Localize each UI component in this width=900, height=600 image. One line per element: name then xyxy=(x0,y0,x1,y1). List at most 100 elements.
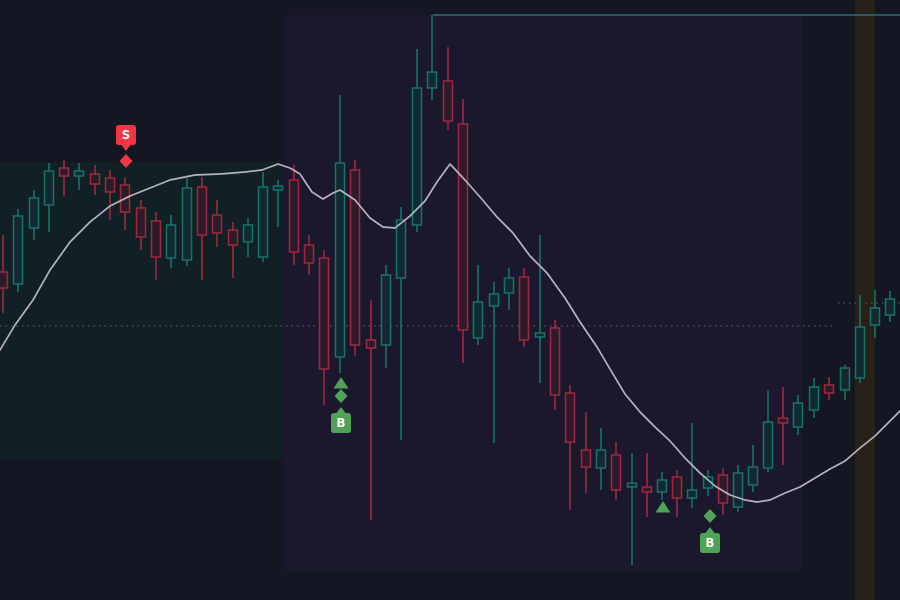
buy-triangle-marker[interactable] xyxy=(655,501,671,513)
candle-bull xyxy=(257,172,269,262)
candle-body xyxy=(135,207,147,238)
buy-label-text: B xyxy=(336,416,345,430)
candle-body xyxy=(656,479,668,493)
candle-bull xyxy=(732,465,744,512)
candle-body xyxy=(671,476,683,499)
candle-body xyxy=(823,384,835,394)
candle-body xyxy=(580,449,592,468)
candle-bull xyxy=(12,209,24,292)
candle-bear xyxy=(442,47,454,130)
candle-body xyxy=(89,173,101,185)
candle-body xyxy=(334,162,346,358)
candle-bear xyxy=(0,235,9,313)
buy-label-text: B xyxy=(705,536,714,550)
candle-bear xyxy=(580,412,592,493)
candle-body xyxy=(227,229,239,246)
candle-body xyxy=(288,179,300,253)
candle-body xyxy=(747,466,759,486)
candle-bull xyxy=(395,207,407,440)
candle-body xyxy=(303,244,315,264)
candle-body xyxy=(0,271,9,289)
candle-bear xyxy=(196,177,208,280)
candle-body xyxy=(869,307,881,326)
buy-label-marker[interactable] xyxy=(331,407,351,433)
candle-body xyxy=(549,327,561,396)
long-trade-zone xyxy=(283,15,802,570)
candle-body xyxy=(211,214,223,234)
candle-body xyxy=(365,339,377,349)
candle-body xyxy=(12,215,24,285)
candle-body xyxy=(762,421,774,469)
buy-diamond-marker[interactable] xyxy=(703,509,717,523)
candle-body xyxy=(411,87,423,226)
candle-body xyxy=(777,417,789,424)
candle-bear xyxy=(89,165,101,195)
sell-diamond-marker[interactable] xyxy=(119,154,133,168)
candle-bull xyxy=(839,365,851,400)
candle-body xyxy=(686,489,698,499)
candle-body xyxy=(732,472,744,508)
candle-bear xyxy=(777,387,789,465)
candle-bear xyxy=(823,377,835,400)
candle-body xyxy=(839,367,851,391)
candle-bear xyxy=(227,222,239,278)
moving-average-line xyxy=(0,163,900,503)
candle-body xyxy=(472,301,484,339)
candle-body xyxy=(595,449,607,469)
candle-body xyxy=(854,326,866,379)
candle-bear xyxy=(58,160,70,196)
candle-bull xyxy=(503,268,515,310)
candle-bull xyxy=(28,190,40,240)
candle-body xyxy=(318,257,330,370)
buy-label-marker[interactable] xyxy=(700,527,720,553)
candle-bull xyxy=(43,163,55,232)
buy-triangle-marker[interactable] xyxy=(333,377,349,389)
candle-bear xyxy=(318,250,330,405)
candle-bull xyxy=(181,178,193,266)
candle-body xyxy=(73,170,85,177)
sell-label-marker[interactable] xyxy=(116,125,136,151)
candle-bull xyxy=(411,49,423,232)
candle-bear xyxy=(303,235,315,275)
candle-body xyxy=(272,185,284,191)
current-bar-highlight xyxy=(855,0,875,600)
candle-body xyxy=(196,186,208,236)
candle-body xyxy=(564,392,576,443)
candle-bear xyxy=(518,268,530,347)
candle-bull xyxy=(165,215,177,268)
candle-body xyxy=(380,274,392,346)
candle-bull xyxy=(242,218,254,257)
candle-bull xyxy=(884,291,896,322)
candle-body xyxy=(792,402,804,428)
candle-body xyxy=(488,293,500,307)
candle-body xyxy=(257,186,269,258)
candle-bear xyxy=(641,453,653,517)
candle-body xyxy=(808,386,820,411)
candle-body xyxy=(534,332,546,338)
candle-bear xyxy=(564,385,576,510)
candle-body xyxy=(884,298,896,316)
candle-bull xyxy=(595,428,607,490)
candle-bull xyxy=(626,453,638,565)
sell-label-text: S xyxy=(122,128,131,142)
candle-bull xyxy=(808,378,820,418)
candle-bull xyxy=(534,235,546,383)
candle-body xyxy=(626,482,638,488)
candle-body xyxy=(442,80,454,122)
candle-bear xyxy=(135,200,147,250)
candle-body xyxy=(395,219,407,279)
candle-body xyxy=(426,71,438,89)
candle-bull xyxy=(747,445,759,492)
candle-body xyxy=(503,277,515,294)
candle-bull xyxy=(854,295,866,383)
candle-bear xyxy=(365,300,377,520)
candle-bear xyxy=(610,442,622,500)
candle-bull xyxy=(472,265,484,345)
candle-body xyxy=(702,476,714,489)
candle-bear xyxy=(104,170,116,220)
candle-body xyxy=(610,454,622,491)
candle-bear xyxy=(457,99,469,363)
buy-diamond-marker[interactable] xyxy=(334,389,348,403)
